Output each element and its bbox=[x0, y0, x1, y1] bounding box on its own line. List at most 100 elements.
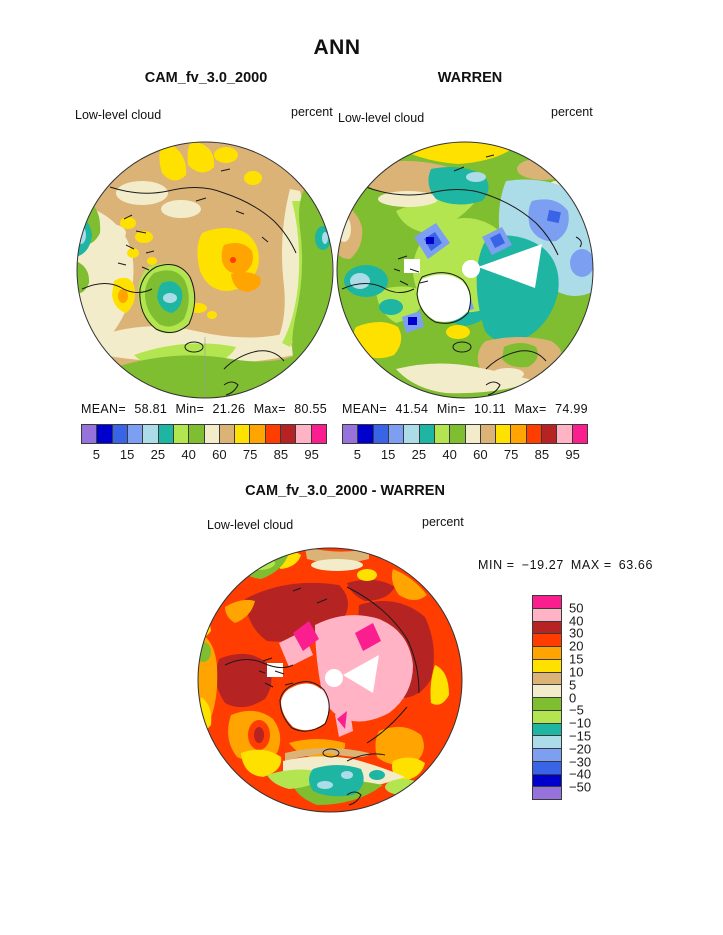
colorbar-segment bbox=[533, 647, 561, 660]
colorbar-tick-label: 40 bbox=[442, 447, 457, 462]
max-label: Max= bbox=[253, 402, 286, 416]
colorbar-segment bbox=[533, 736, 561, 749]
polar-map-warren bbox=[336, 141, 594, 399]
colorbar-cam: 5 15 25 40 60 75 85 95 bbox=[81, 424, 327, 462]
min-label: Min= bbox=[436, 402, 466, 416]
polar-map-difference bbox=[197, 547, 463, 813]
colorbar-segment bbox=[204, 425, 220, 443]
colorbar-segments bbox=[532, 595, 562, 800]
colorbar-tick-label: −30 bbox=[569, 754, 592, 770]
colorbar-segment bbox=[533, 749, 561, 762]
colorbar-segment bbox=[533, 672, 561, 686]
colorbar-tick-label: 15 bbox=[569, 651, 584, 667]
colorbar-tick-label: 60 bbox=[212, 447, 227, 462]
colorbar-segment bbox=[533, 787, 561, 799]
colorbar-tick-label: 15 bbox=[380, 447, 396, 462]
colorbar-segment bbox=[533, 761, 561, 775]
colorbar-segment bbox=[235, 425, 251, 443]
colorbar-segment bbox=[533, 685, 561, 698]
colorbar-segment bbox=[533, 621, 561, 635]
colorbar-segment bbox=[82, 425, 98, 443]
colorbar-segment bbox=[281, 425, 297, 443]
panel-title-diff: CAM_fv_3.0_2000 - WARREN bbox=[245, 483, 445, 499]
colorbar-segment bbox=[296, 425, 312, 443]
colorbar-segment bbox=[533, 596, 561, 609]
colorbar-tick-label: 75 bbox=[242, 447, 258, 462]
colorbar-tick-label: −20 bbox=[569, 741, 592, 757]
colorbar-tick-label: 85 bbox=[273, 447, 289, 462]
colorbar-tick-label: 95 bbox=[565, 447, 580, 462]
units-label-diff: percent bbox=[422, 515, 464, 529]
colorbar-segment bbox=[343, 425, 359, 443]
colorbar-segment bbox=[358, 425, 374, 443]
colorbar-segments bbox=[342, 424, 588, 444]
min-label: MIN = bbox=[478, 558, 515, 572]
max-value: 74.99 bbox=[555, 402, 588, 416]
colorbar-segment bbox=[533, 634, 561, 647]
colorbar-tick-label: 40 bbox=[181, 447, 196, 462]
max-label: MAX = bbox=[570, 558, 612, 572]
mean-value: 58.81 bbox=[134, 402, 168, 416]
colorbar-segment bbox=[265, 425, 282, 443]
mean-label: MEAN= bbox=[342, 402, 387, 416]
colorbar-segment bbox=[127, 425, 144, 443]
colorbar-tick-label: 50 bbox=[569, 600, 584, 616]
colorbar-ticks: 50 40 30 20 15 10 5 0 −5 −10 −15 −20 −30 −40 −50 bbox=[569, 595, 609, 800]
colorbar-ticks: 5 15 25 40 60 75 85 95 bbox=[342, 447, 588, 463]
colorbar-segment bbox=[496, 425, 512, 443]
colorbar-tick-label: 15 bbox=[119, 447, 135, 462]
colorbar-tick-label: 60 bbox=[473, 447, 488, 462]
colorbar-tick-label: −50 bbox=[569, 779, 592, 795]
colorbar-tick-label: 5 bbox=[569, 677, 577, 693]
colorbar-tick-label: 40 bbox=[569, 613, 584, 629]
colorbar-segment bbox=[533, 608, 561, 622]
colorbar-tick-label: −40 bbox=[569, 766, 592, 782]
colorbar-tick-label: 95 bbox=[304, 447, 319, 462]
colorbar-segment bbox=[480, 425, 497, 443]
coastlines-cam bbox=[81, 168, 297, 396]
mean-value: 41.54 bbox=[395, 402, 429, 416]
variable-label-cam: Low-level cloud bbox=[75, 108, 162, 122]
colorbar-tick-label: 20 bbox=[569, 638, 584, 654]
min-value: 10.11 bbox=[474, 402, 506, 416]
colorbar-segment bbox=[219, 425, 236, 443]
max-label: Max= bbox=[514, 402, 547, 416]
panel-title-warren: WARREN bbox=[437, 70, 503, 86]
colorbar-tick-label: 85 bbox=[534, 447, 550, 462]
colorbar-diff: 50 40 30 20 15 10 5 0 −5 −10 −15 −20 −30 −40 −50 bbox=[532, 595, 591, 800]
colorbar-segment bbox=[533, 710, 561, 724]
colorbar-segment bbox=[112, 425, 128, 443]
coastlines-warren bbox=[341, 154, 582, 396]
colorbar-segment bbox=[311, 425, 326, 443]
stats-row-diff: MIN = −19.27 MAX = 63.66 bbox=[478, 558, 660, 572]
colorbar-tick-label: 0 bbox=[569, 690, 577, 705]
colorbar-segment bbox=[450, 425, 466, 443]
units-label-warren: percent bbox=[551, 105, 593, 119]
min-value: −19.27 bbox=[521, 558, 564, 572]
colorbar-segment bbox=[419, 425, 435, 443]
colorbar-tick-label: 10 bbox=[569, 664, 584, 680]
units-label-cam: percent bbox=[291, 105, 333, 119]
colorbar-segment bbox=[97, 425, 113, 443]
colorbar-segment bbox=[404, 425, 420, 443]
colorbar-tick-label: 25 bbox=[411, 447, 427, 462]
polar-map-cam bbox=[76, 141, 334, 399]
panel-title-cam: CAM_fv_3.0_2000 bbox=[144, 70, 268, 86]
variable-label-warren: Low-level cloud bbox=[338, 111, 425, 125]
colorbar-segments bbox=[81, 424, 327, 444]
colorbar-tick-label: 30 bbox=[569, 625, 584, 641]
stats-row-cam: MEAN= 58.81 Min= 21.26 Max= 80.55 bbox=[81, 402, 327, 416]
page-title: ANN bbox=[313, 36, 361, 59]
colorbar-segment bbox=[511, 425, 527, 443]
colorbar-tick-label: −10 bbox=[569, 715, 592, 731]
colorbar-segment bbox=[526, 425, 543, 443]
colorbar-tick-label: 75 bbox=[503, 447, 519, 462]
colorbar-segment bbox=[533, 774, 561, 788]
colorbar-segment bbox=[250, 425, 266, 443]
colorbar-segment bbox=[173, 425, 190, 443]
colorbar-warren: 5 15 25 40 60 75 85 95 bbox=[342, 424, 588, 462]
colorbar-segment bbox=[542, 425, 558, 443]
max-value: 80.55 bbox=[294, 402, 327, 416]
colorbar-tick-label: −5 bbox=[569, 702, 584, 718]
